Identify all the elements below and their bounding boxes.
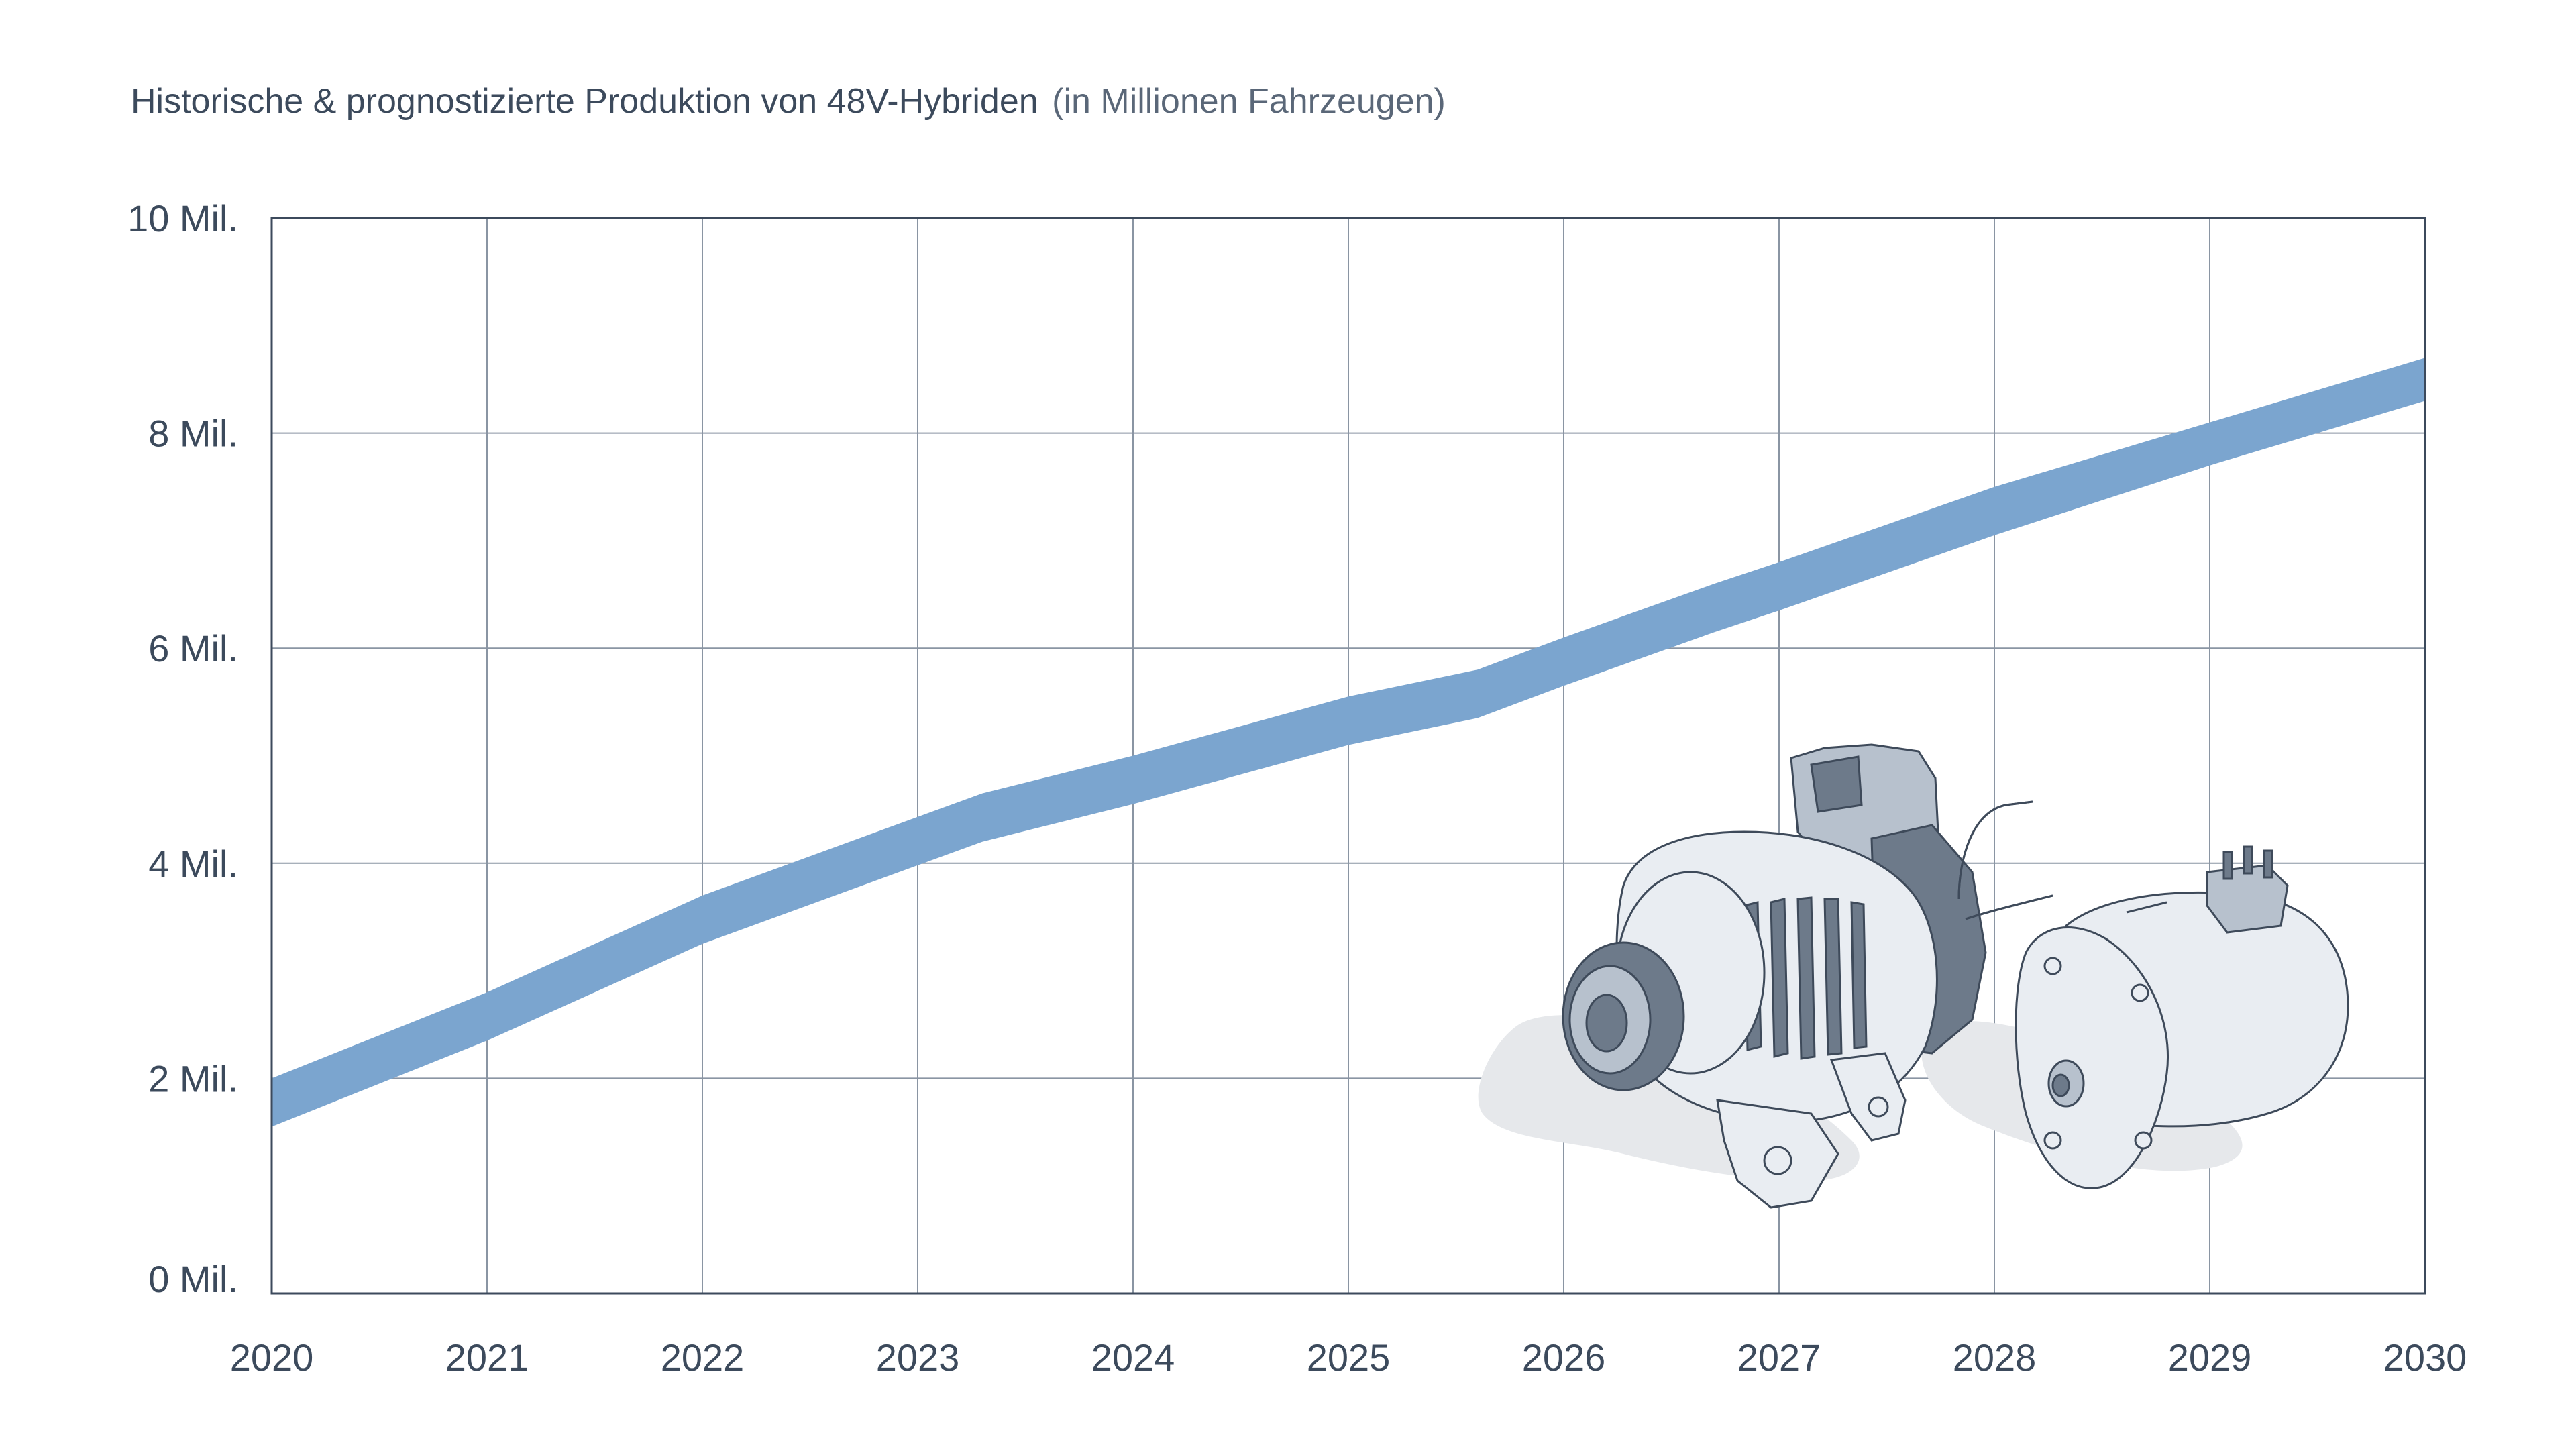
alternator-mount-hole (1868, 1096, 1889, 1118)
x-tick-label: 2020 (230, 1336, 314, 1379)
y-tick-label: 4 Mil. (148, 843, 238, 885)
motor-terminal-pin (2263, 849, 2273, 879)
x-tick-label: 2030 (2383, 1336, 2467, 1379)
motor-flange-bolt (2043, 1131, 2062, 1150)
y-tick-label: 6 Mil. (148, 627, 238, 669)
alternator-pulley-hub (1585, 994, 1628, 1053)
x-axis-tick-labels: 2020 2021 2022 2023 2024 2025 2026 2027 2028 2029… (230, 1336, 2467, 1379)
motor-terminal-block (2206, 864, 2289, 934)
illustrations (1478, 743, 2349, 1209)
motor-terminal-pin (2243, 845, 2253, 875)
plot-frame (270, 217, 2426, 1295)
alternator-mount-hole (1763, 1146, 1792, 1175)
y-tick-label: 0 Mil. (148, 1258, 238, 1300)
motor-flange-bolt (2043, 957, 2062, 975)
x-tick-label: 2021 (445, 1336, 529, 1379)
y-tick-label: 8 Mil. (148, 413, 238, 455)
motor-shaft-end (2051, 1073, 2070, 1097)
fin (1850, 901, 1868, 1049)
fin (1796, 896, 1816, 1060)
motor-terminal-pin (2222, 851, 2233, 880)
fin (1770, 898, 1789, 1058)
chart-title-main: Historische & prognostizierte Produktion… (131, 82, 1038, 121)
x-tick-label: 2027 (1737, 1336, 1821, 1379)
motor-front-flange (2015, 926, 2169, 1189)
motor-flange-bolt (2131, 983, 2149, 1002)
y-tick-label: 2 Mil. (148, 1057, 238, 1099)
electric-motor-illustration (2015, 845, 2349, 1189)
chart-title: Historische & prognostizierte Produktion… (131, 82, 1446, 121)
x-tick-label: 2022 (661, 1336, 745, 1379)
x-tick-label: 2025 (1307, 1336, 1391, 1379)
x-tick-label: 2028 (1953, 1336, 2037, 1379)
chart-title-unit: (in Millionen Fahrzeugen) (1052, 82, 1446, 121)
alternator-pipe-upper-inner (1957, 800, 2033, 900)
alternator-pipe-lower-inner (1965, 894, 2053, 920)
alternator-connector-plug (1810, 755, 1863, 813)
x-tick-label: 2029 (2168, 1336, 2252, 1379)
production-forecast-band (272, 358, 2425, 1127)
y-axis-tick-labels: 0 Mil. 2 Mil. 4 Mil. 6 Mil. 8 Mil. 10 Mil. (127, 197, 238, 1300)
alternator-illustration (1562, 743, 2053, 1209)
x-tick-label: 2024 (1091, 1336, 1175, 1379)
motor-coolant-nipple (2126, 901, 2167, 914)
production-band (272, 358, 2425, 1127)
x-tick-label: 2026 (1522, 1336, 1606, 1379)
y-tick-label: 10 Mil. (127, 197, 238, 239)
fin (1823, 898, 1843, 1056)
alternator-mount-arm (1829, 1052, 1907, 1142)
x-tick-label: 2023 (876, 1336, 960, 1379)
motor-flange-bolt (2134, 1131, 2153, 1150)
